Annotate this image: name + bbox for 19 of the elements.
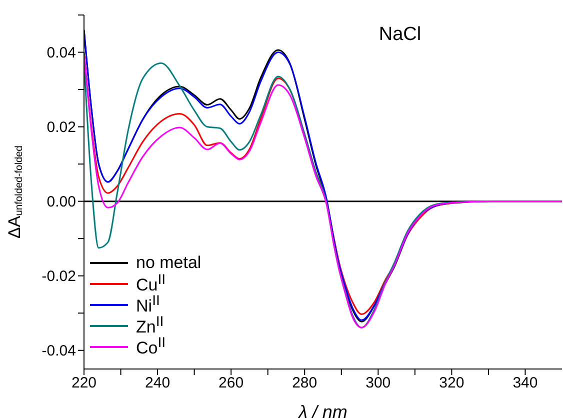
y-tick-label: 0.02 [46,119,76,136]
x-tick-label: 240 [145,374,170,392]
x-tick-label: 320 [439,374,464,392]
legend-label: Zn$^{II}$ [136,314,164,336]
y-tick-label: 0.04 [46,44,76,62]
x-tick-label: 300 [366,374,391,392]
x-tick-label: 220 [71,374,97,392]
y-tick-label: 0.00 [46,194,76,211]
x-tick-label: 280 [292,374,318,392]
x-axis-title: λ / nm [298,402,348,418]
legend-label: no metal [136,252,202,272]
y-tick-label: -0.02 [42,268,76,286]
x-tick-label: 260 [218,374,244,392]
legend-label: Ni$^{II}$ [136,292,160,316]
text: NaCl [378,24,422,45]
legend-label: Cu$^{II}$ [136,272,166,295]
y-tick-label: -0.04 [42,342,76,360]
legend-label: Co$^{II}$ [136,334,166,358]
x-tick-label: 340 [512,374,538,392]
